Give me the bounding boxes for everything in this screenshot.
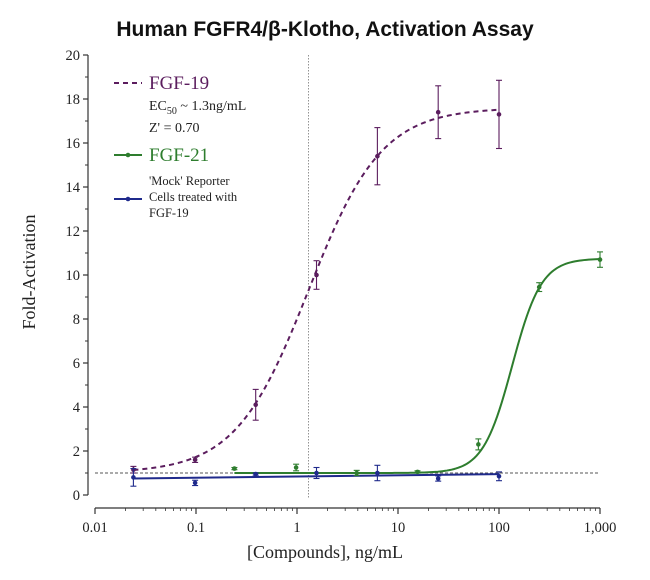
data-marker (435, 109, 441, 115)
x-tick-label-1: 0.1 (187, 520, 205, 536)
y-tick-label-0: 0 (73, 488, 80, 504)
y-tick-label-9: 18 (66, 92, 81, 108)
y-tick-label-8: 16 (66, 136, 81, 152)
data-points (130, 79, 603, 487)
legend-fgf19-label: FGF-19 (149, 73, 209, 94)
x-tick-label-5: 1,000 (584, 520, 617, 536)
series-0-point-6 (496, 79, 502, 150)
series-2-point-3 (313, 466, 320, 480)
legend-mock-line1: 'Mock' Reporter (149, 174, 230, 188)
data-marker (192, 480, 198, 486)
series-0-point-3 (313, 260, 320, 290)
series-1-point-3 (414, 469, 421, 475)
x-axis-title: [Compounds], ng/mL (247, 542, 403, 562)
series-0-point-4 (374, 127, 381, 186)
ec50-subscript: 50 (167, 106, 177, 117)
y-tick-label-7: 14 (66, 180, 81, 196)
x-tick-label-2: 1 (293, 520, 300, 536)
y-tick-label-2: 4 (73, 400, 81, 416)
legend-mock-line3: FGF-19 (149, 206, 189, 220)
series-2-point-0 (130, 468, 137, 487)
legend-fgf21-label: FGF-21 (149, 145, 209, 166)
legend-mock-marker (125, 196, 131, 202)
legend: FGF-19 EC50 ~ 1.3ng/mL Z' = 0.70 FGF-21 … (114, 73, 246, 220)
legend-fgf21-marker (125, 152, 131, 158)
data-marker (597, 257, 603, 262)
x-tick-label-4: 100 (488, 520, 510, 536)
x-tick-label-0: 0.01 (82, 520, 107, 536)
data-marker (496, 112, 502, 117)
data-marker (314, 272, 319, 278)
data-marker (293, 465, 299, 470)
legend-fgf19-ec50: EC50 ~ 1.3ng/mL (149, 99, 246, 117)
series-1-point-5 (536, 282, 543, 293)
data-marker (354, 470, 359, 476)
series-1-point-2 (353, 469, 360, 477)
legend-mock-line2: Cells treated with (149, 190, 238, 204)
axes: 0 2 4 6 8 10 12 14 16 18 20 0.01 0.1 1 10 100 1,000 (66, 48, 617, 536)
data-marker (476, 442, 481, 447)
ec50-value: ~ 1.3ng/mL (177, 99, 246, 114)
y-tick-label-10: 20 (66, 48, 81, 64)
series-2-point-6 (496, 471, 502, 482)
y-tick-label-4: 8 (73, 312, 80, 328)
series-1-point-1 (293, 463, 300, 472)
series-0-point-5 (435, 85, 442, 140)
series-2-point-1 (192, 479, 199, 487)
data-marker (192, 457, 198, 463)
chart-title: Human FGFR4/β-Klotho, Activation Assay (116, 18, 534, 41)
data-marker (375, 153, 380, 159)
data-marker (375, 470, 380, 476)
series-1-point-4 (475, 438, 482, 451)
data-marker (435, 476, 441, 481)
x-tick-label-3: 10 (391, 520, 406, 536)
y-tick-label-3: 6 (73, 356, 80, 372)
series-2-point-2 (252, 471, 259, 477)
y-axis-title: Fold-Activation (19, 215, 39, 330)
series-0-point-2 (252, 388, 259, 421)
data-marker (253, 471, 258, 477)
series-1-fit-curve (234, 258, 601, 474)
series-2-point-4 (374, 464, 381, 482)
series-1-point-6 (597, 251, 603, 268)
legend-fgf19-zprime: Z' = 0.70 (149, 121, 199, 136)
y-tick-label-1: 2 (73, 444, 80, 460)
data-marker (253, 402, 258, 408)
data-marker (131, 475, 136, 480)
y-tick-label-6: 12 (66, 224, 81, 240)
data-marker (496, 474, 502, 479)
series-1-point-0 (231, 466, 238, 471)
series-0-point-1 (192, 456, 199, 463)
series-2-point-5 (435, 475, 442, 482)
data-marker (415, 469, 420, 475)
data-marker (536, 284, 542, 290)
data-marker (232, 466, 237, 471)
data-marker (314, 470, 319, 476)
ec50-prefix: EC (149, 99, 167, 114)
y-tick-label-5: 10 (66, 268, 81, 284)
